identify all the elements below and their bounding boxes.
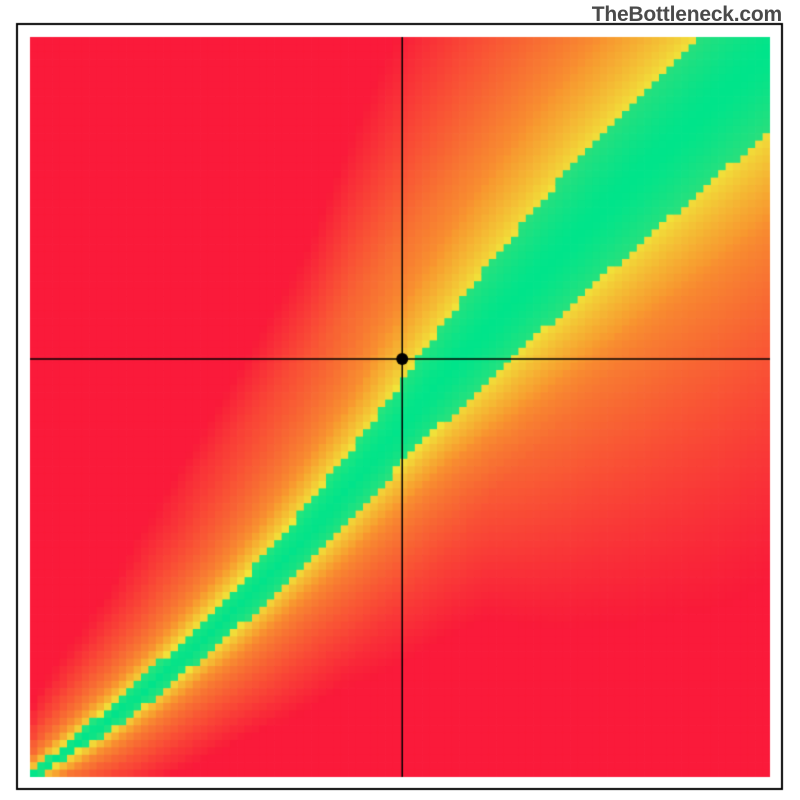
- chart-container: TheBottleneck.com: [0, 0, 800, 800]
- watermark-text: TheBottleneck.com: [592, 3, 782, 27]
- heatmap-canvas: [0, 0, 800, 800]
